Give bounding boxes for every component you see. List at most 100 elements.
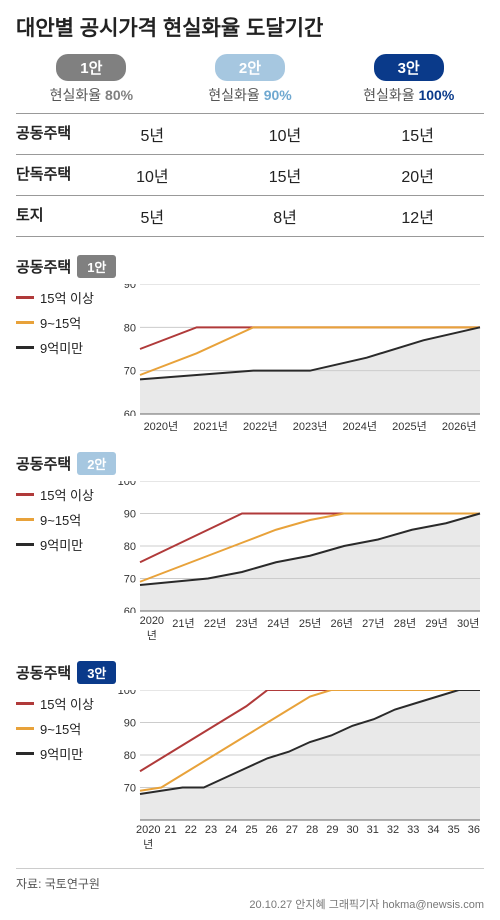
- row-val: 20년: [351, 163, 484, 187]
- legend-swatch: [16, 752, 34, 755]
- chart-title: 공동주택2안: [16, 452, 484, 475]
- svg-text:90: 90: [124, 284, 136, 291]
- legend-label: 9억미만: [40, 744, 83, 763]
- row-val: 8년: [219, 204, 352, 228]
- data-table: 공동주택5년10년15년단독주택10년15년20년토지5년8년12년: [16, 113, 484, 237]
- x-tick: 2020년: [136, 418, 186, 434]
- table-row: 공동주택5년10년15년: [16, 113, 484, 155]
- source-label: 자료:: [16, 877, 41, 891]
- chart-title-text: 공동주택: [16, 662, 71, 683]
- legend-label: 15억 이상: [40, 485, 94, 504]
- plan-header: 2안현실화율 90%: [175, 54, 326, 105]
- chart-badge: 3안: [77, 661, 116, 684]
- legend-swatch: [16, 346, 34, 349]
- x-tick: 27: [282, 824, 302, 852]
- table-row: 토지5년8년12년: [16, 196, 484, 237]
- chart-legend: 15억 이상 9~15억 9억미만: [16, 481, 116, 643]
- legend-item: 9~15억: [16, 313, 116, 332]
- plan-header: 1안현실화율 80%: [16, 54, 167, 105]
- chart-svg: 708090100: [116, 690, 484, 822]
- plan-sub: 현실화율 100%: [333, 85, 484, 105]
- x-tick: 33: [403, 824, 423, 852]
- plot-wrap: 607080901002020년21년22년23년24년25년26년27년28년…: [116, 481, 484, 643]
- chart-block: 공동주택3안15억 이상9~15억9억미만7080901002020년21222…: [16, 661, 484, 852]
- x-tick: 24년: [263, 615, 295, 643]
- plan-badge: 3안: [374, 54, 444, 81]
- x-tick: 21: [160, 824, 180, 852]
- svg-text:80: 80: [124, 541, 136, 553]
- row-val: 10년: [219, 122, 352, 146]
- chart-body: 15억 이상9~15억9억미만607080901002020년21년22년23년…: [16, 481, 484, 643]
- legend-item: 9억미만: [16, 338, 116, 357]
- chart-body: 15억 이상9~15억9억미만607080902020년2021년2022년20…: [16, 284, 484, 434]
- row-label: 토지: [16, 204, 86, 228]
- row-val: 10년: [86, 163, 219, 187]
- chart-badge: 1안: [77, 255, 116, 278]
- row-vals: 5년8년12년: [86, 204, 484, 228]
- svg-text:100: 100: [118, 690, 136, 697]
- legend-label: 9~15억: [40, 510, 81, 529]
- legend-item: 9~15억: [16, 510, 116, 529]
- x-tick: 2024년: [335, 418, 385, 434]
- svg-text:60: 60: [124, 409, 136, 416]
- legend-item: 15억 이상: [16, 288, 116, 307]
- svg-text:70: 70: [124, 574, 136, 586]
- x-tick: 24: [221, 824, 241, 852]
- svg-text:60: 60: [124, 606, 136, 613]
- svg-text:70: 70: [124, 366, 136, 378]
- chart-title-text: 공동주택: [16, 256, 71, 277]
- legend-label: 9~15억: [40, 719, 81, 738]
- x-tick: 35: [444, 824, 464, 852]
- x-tick: 31: [363, 824, 383, 852]
- x-tick: 27년: [357, 615, 389, 643]
- row-val: 15년: [219, 163, 352, 187]
- chart-body: 15억 이상9~15억9억미만7080901002020년21222324252…: [16, 690, 484, 852]
- legend-swatch: [16, 321, 34, 324]
- svg-text:90: 90: [124, 509, 136, 521]
- x-tick: 32: [383, 824, 403, 852]
- legend-item: 15억 이상: [16, 485, 116, 504]
- chart-block: 공동주택1안15억 이상9~15억9억미만607080902020년2021년2…: [16, 255, 484, 434]
- legend-swatch: [16, 518, 34, 521]
- plot-wrap: 7080901002020년21222324252627282930313233…: [116, 690, 484, 852]
- plan-badge: 1안: [56, 54, 126, 81]
- row-val: 12년: [351, 204, 484, 228]
- plan-sub: 현실화율 80%: [16, 85, 167, 105]
- x-tick: 26년: [326, 615, 358, 643]
- plan-sub-label: 현실화율: [50, 87, 105, 103]
- legend-label: 9억미만: [40, 338, 83, 357]
- legend-swatch: [16, 543, 34, 546]
- chart-legend: 15억 이상 9~15억 9억미만: [16, 690, 116, 852]
- x-tick: 23: [201, 824, 221, 852]
- row-label: 공동주택: [16, 122, 86, 146]
- plan-badge: 2안: [215, 54, 285, 81]
- x-tick: 2025년: [385, 418, 435, 434]
- legend-swatch: [16, 727, 34, 730]
- legend-swatch: [16, 493, 34, 496]
- plan-header-row: 1안현실화율 80%2안현실화율 90%3안현실화율 100%: [16, 54, 484, 105]
- x-tick: 2023년: [285, 418, 335, 434]
- row-vals: 10년15년20년: [86, 163, 484, 187]
- chart-block: 공동주택2안15억 이상9~15억9억미만607080901002020년21년…: [16, 452, 484, 643]
- x-tick: 21년: [168, 615, 200, 643]
- legend-item: 9~15억: [16, 719, 116, 738]
- chart-title-text: 공동주택: [16, 453, 71, 474]
- x-tick: 2020년: [136, 824, 160, 852]
- page-title: 대안별 공시가격 현실화율 도달기간: [16, 12, 484, 42]
- x-tick: 25년: [294, 615, 326, 643]
- row-vals: 5년10년15년: [86, 122, 484, 146]
- legend-swatch: [16, 296, 34, 299]
- x-tick: 36: [464, 824, 484, 852]
- x-tick: 29년: [421, 615, 453, 643]
- plan-pct: 80%: [105, 87, 133, 103]
- legend-swatch: [16, 702, 34, 705]
- x-tick: 30: [342, 824, 362, 852]
- legend-item: 9억미만: [16, 744, 116, 763]
- legend-label: 9억미만: [40, 535, 83, 554]
- legend-item: 15억 이상: [16, 694, 116, 713]
- x-axis: 2020년21222324252627282930313233343536: [116, 824, 484, 852]
- plan-header: 3안현실화율 100%: [333, 54, 484, 105]
- chart-title: 공동주택 3안: [16, 661, 484, 684]
- plan-sub-label: 현실화율: [363, 87, 418, 103]
- x-tick: 25: [241, 824, 261, 852]
